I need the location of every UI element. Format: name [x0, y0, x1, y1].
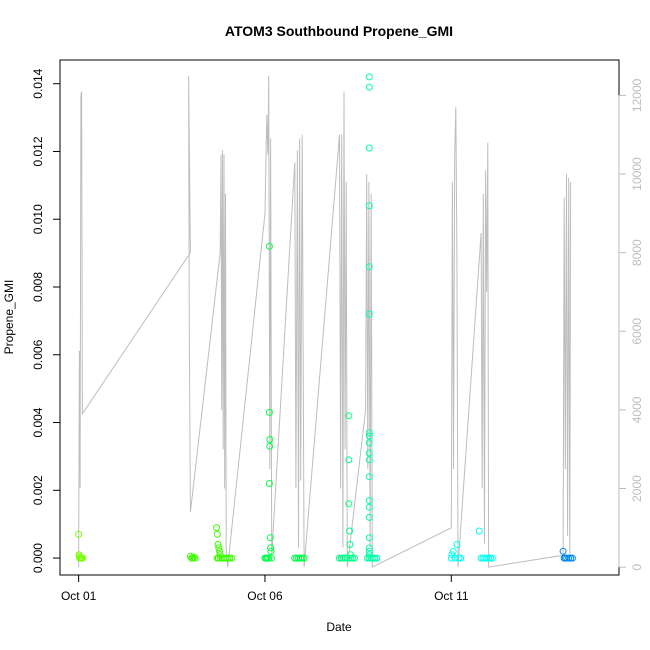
data-point: [486, 554, 494, 562]
scatter-points: [75, 73, 576, 562]
chart-title: ATOM3 Southbound Propene_GMI: [225, 23, 453, 39]
data-point: [365, 544, 373, 552]
data-point: [345, 500, 353, 508]
right-tick-label: 4000: [630, 396, 644, 423]
data-point: [365, 473, 373, 481]
data-point: [365, 429, 373, 437]
data-point: [346, 527, 354, 535]
data-point: [345, 456, 353, 464]
data-point: [365, 432, 373, 440]
x-tick-label: Oct 11: [434, 589, 469, 603]
data-point: [365, 534, 373, 542]
data-point: [365, 503, 373, 511]
right-axis-line-series: [78, 75, 572, 568]
data-point: [190, 553, 198, 561]
data-point: [373, 554, 381, 562]
y-tick-label: 0.000: [31, 543, 45, 573]
data-point: [191, 554, 199, 562]
data-point: [213, 524, 220, 532]
x-tick-label: Oct 06: [247, 589, 283, 603]
right-tick-label: 2000: [630, 475, 644, 502]
y-axis: 0.000 0.002 0.004 0.006 0.008 0.010 0.012 0.014: [31, 68, 61, 573]
data-point: [339, 554, 347, 562]
data-point: [365, 83, 373, 91]
data-point: [214, 541, 222, 548]
x-axis: Oct 01 Oct 06 Oct 11: [61, 574, 469, 603]
data-point: [565, 554, 573, 562]
data-point: [267, 544, 275, 552]
data-point: [350, 554, 358, 562]
data-point: [265, 554, 273, 562]
data-point: [371, 554, 379, 562]
y-tick-label: 0.012: [31, 136, 45, 166]
data-point: [300, 554, 308, 562]
y-tick-label: 0.014: [31, 68, 45, 98]
data-point: [213, 530, 221, 538]
right-axis: 0 2000 4000 6000 8000 10000 12000: [618, 78, 644, 570]
y-tick-label: 0.002: [31, 475, 45, 505]
data-point: [453, 541, 461, 548]
data-point: [369, 554, 377, 562]
data-point: [365, 513, 373, 521]
data-point: [568, 554, 576, 562]
data-point: [365, 73, 373, 81]
y-tick-label: 0.010: [31, 204, 45, 234]
data-point: [365, 449, 373, 457]
data-point: [365, 547, 373, 555]
right-tick-label: 6000: [630, 318, 644, 345]
data-point: [224, 554, 232, 562]
right-tick-label: 10000: [630, 157, 644, 191]
data-point: [365, 310, 373, 318]
data-point: [559, 547, 567, 555]
data-point: [365, 144, 373, 152]
x-tick-label: Oct 01: [61, 589, 97, 603]
data-point: [365, 456, 373, 464]
data-point: [365, 439, 373, 447]
data-point: [266, 534, 274, 542]
y-tick-label: 0.006: [31, 339, 45, 369]
data-point: [265, 480, 273, 487]
data-point: [265, 242, 273, 250]
right-tick-label: 0: [630, 563, 644, 570]
y-tick-label: 0.008: [31, 272, 45, 302]
data-point: [457, 554, 465, 562]
data-point: [346, 541, 354, 548]
data-point: [75, 530, 83, 538]
right-tick-label: 12000: [630, 78, 644, 112]
data-point: [265, 408, 273, 416]
data-point: [215, 544, 223, 552]
data-point: [447, 554, 455, 562]
data-point: [78, 554, 86, 562]
data-point: [266, 442, 274, 450]
right-tick-label: 8000: [630, 239, 644, 266]
data-point: [345, 412, 353, 420]
data-point: [365, 263, 373, 271]
data-point: [349, 554, 356, 562]
y-axis-label: Propene_GMI: [2, 280, 16, 355]
series-line: [78, 75, 572, 568]
data-point: [267, 547, 275, 555]
data-point: [227, 554, 235, 562]
data-point: [365, 202, 373, 210]
data-point: [267, 554, 275, 562]
y-tick-label: 0.004: [31, 407, 45, 437]
data-point: [298, 554, 306, 562]
data-point: [216, 547, 223, 555]
x-axis-label: Date: [326, 620, 352, 634]
data-point: [365, 497, 373, 504]
data-point: [266, 436, 274, 443]
data-point: [488, 554, 496, 562]
data-point: [189, 554, 197, 562]
data-point: [449, 547, 457, 555]
data-point: [475, 527, 483, 535]
